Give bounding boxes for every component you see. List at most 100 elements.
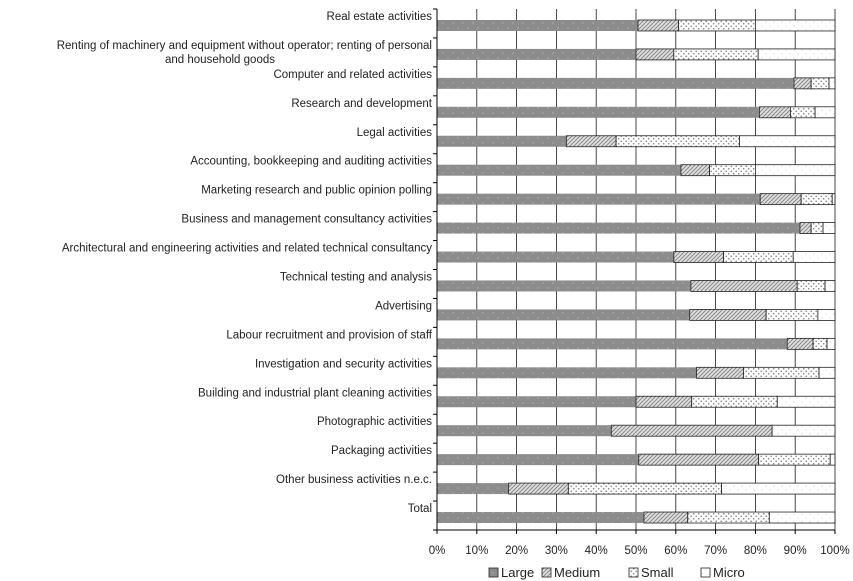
bar-small — [810, 77, 830, 90]
bar-medium — [786, 337, 814, 350]
x-tick-label: 100% — [820, 545, 849, 557]
category-label: Labour recruitment and provision of staf… — [226, 329, 432, 341]
bar-small — [758, 453, 831, 466]
legend-label-medium: Medium — [554, 565, 600, 580]
x-tick-label: 20% — [505, 545, 528, 557]
bar-small — [615, 135, 740, 148]
bar-micro — [831, 193, 836, 206]
x-tick-label: 70% — [704, 545, 727, 557]
bar-micro — [768, 511, 836, 524]
bar-large — [437, 222, 800, 234]
bar-medium — [610, 424, 773, 437]
x-axis-ticks: 0% 10% 20% 30% 40% 50% 60% 70% 80% 90% 100% — [429, 530, 850, 557]
bar-large — [437, 106, 760, 118]
category-label: Business and management consultancy acti… — [181, 214, 432, 226]
category-label: Accounting, bookkeeping and auditing act… — [190, 156, 432, 168]
category-label: Technical testing and analysis — [280, 272, 432, 284]
category-label: and household goods — [165, 54, 275, 66]
bar-small — [765, 309, 819, 321]
category-label: Legal activities — [357, 127, 433, 139]
bar-micro — [817, 309, 836, 321]
bar-micro — [757, 48, 836, 61]
bar-micro — [826, 337, 836, 350]
legend-swatch-small — [628, 567, 639, 578]
x-tick-label: 90% — [784, 545, 807, 557]
bar-medium — [673, 251, 724, 263]
x-tick-label: 80% — [744, 545, 767, 557]
x-tick-label: 50% — [624, 545, 647, 557]
bar-small — [800, 193, 833, 206]
bar-large — [437, 309, 690, 321]
category-label: Total — [408, 503, 432, 515]
category-label: Photographic activities — [317, 416, 432, 428]
bar-medium — [793, 77, 812, 90]
legend-swatch-micro — [700, 567, 711, 578]
grid-lines — [436, 9, 836, 530]
bar-micro — [776, 395, 836, 408]
category-label: Renting of machinery and equipment witho… — [57, 40, 432, 52]
bar-large — [437, 19, 638, 31]
bar-small — [673, 48, 759, 61]
bar-micro — [824, 280, 836, 292]
legend-label-large: Large — [501, 565, 534, 580]
bar-small — [678, 19, 756, 32]
x-tick-label: 10% — [465, 545, 488, 557]
bar-medium — [508, 482, 569, 495]
bar-small — [709, 164, 756, 177]
bar-large — [437, 77, 795, 89]
bar-small — [743, 366, 820, 379]
bar-micro — [828, 77, 836, 90]
legend: Large Medium Small Micro — [488, 565, 745, 580]
category-label: Packaging activities — [331, 445, 432, 457]
bar-large — [437, 483, 509, 495]
bar-large — [437, 135, 567, 147]
category-label: Computer and related activities — [273, 69, 432, 81]
bar-small — [812, 337, 828, 350]
bar-small — [723, 251, 794, 263]
bar-medium — [689, 309, 767, 321]
bar-large — [437, 251, 674, 263]
bar-medium — [690, 280, 798, 292]
bars — [437, 19, 836, 524]
category-label: Building and industrial plant cleaning a… — [198, 387, 432, 399]
category-label: Marketing research and public opinion po… — [201, 185, 432, 197]
bar-large — [437, 164, 681, 176]
bar-small — [567, 482, 722, 495]
category-label: Investigation and security activities — [255, 358, 432, 370]
bar-medium — [565, 135, 617, 148]
bar-large — [437, 338, 788, 350]
bar-medium — [680, 164, 711, 177]
bar-medium — [635, 48, 675, 61]
bar-large — [437, 425, 612, 437]
bar-small — [810, 222, 824, 234]
bar-large — [437, 193, 761, 205]
category-label: Research and development — [291, 98, 432, 110]
bar-small — [796, 280, 826, 292]
bar-large — [437, 367, 697, 379]
x-tick-label: 60% — [664, 545, 687, 557]
bar-large — [437, 48, 636, 60]
bar-medium — [643, 511, 689, 524]
bar-small — [687, 511, 770, 524]
bar-medium — [759, 193, 802, 206]
bar-small — [790, 106, 816, 119]
bar-micro — [818, 366, 836, 379]
x-tick-label: 30% — [545, 545, 568, 557]
legend-swatch-large — [488, 567, 499, 578]
bar-medium — [758, 106, 791, 119]
category-label: Real estate activities — [327, 11, 433, 23]
bar-micro — [829, 453, 836, 466]
category-label: Advertising — [375, 300, 432, 312]
x-tick-label: 0% — [429, 545, 446, 557]
x-tick-label: 40% — [585, 545, 608, 557]
bar-micro — [771, 424, 836, 437]
legend-swatch-medium — [541, 567, 552, 578]
bar-micro — [755, 164, 836, 177]
bar-large — [437, 454, 639, 466]
bar-micro — [822, 222, 836, 234]
category-label: Other business activities n.e.c. — [276, 474, 432, 486]
bar-large — [437, 396, 636, 408]
bar-small — [691, 395, 778, 408]
bar-large — [437, 512, 644, 524]
